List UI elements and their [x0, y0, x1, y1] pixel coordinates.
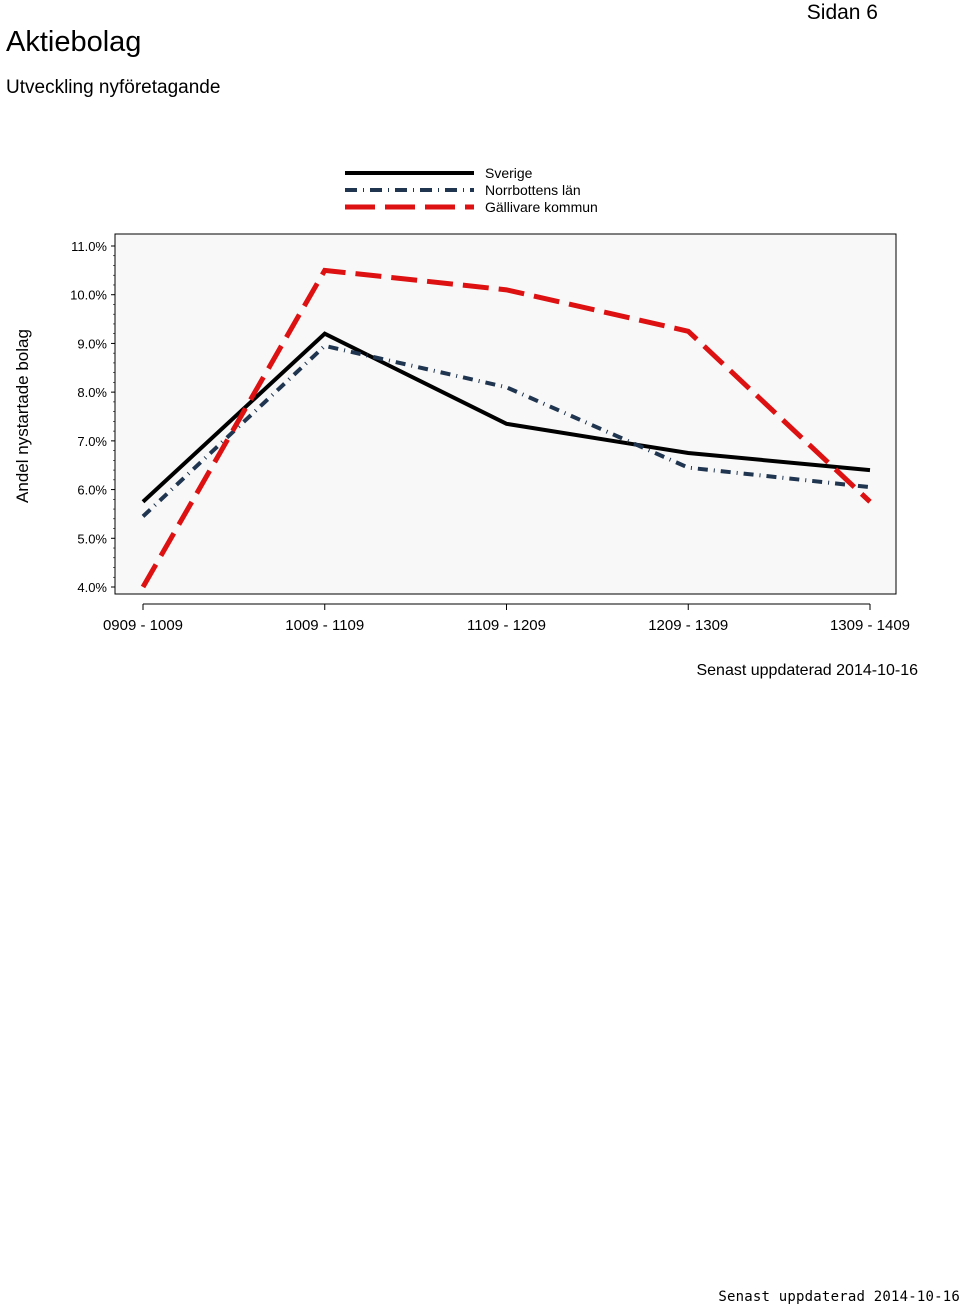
- y-tick-label: 4.0%: [77, 580, 107, 595]
- x-axis: 0909 - 1009 1009 - 1109 1109 - 1209 1209 - …: [103, 603, 910, 634]
- x-tick-label: 1109 - 1209: [467, 617, 546, 634]
- y-tick-label: 6.0%: [77, 483, 107, 498]
- y-tick-label: 7.0%: [77, 434, 107, 449]
- series-line-sverige: [141, 331, 871, 504]
- y-axis: 4.0% 5.0% 6.0% 7.0% 8.0% 9.0% 10.0% 11.0%: [70, 239, 115, 595]
- x-tick-label: 0909 - 1009: [103, 617, 183, 634]
- y-tick-label: 11.0%: [71, 239, 107, 254]
- legend-label: Gällivare kommun: [485, 199, 598, 215]
- updated-text: Senast uppdaterad 2014-10-16: [696, 662, 918, 679]
- y-axis-title: Andel nystartade bolag: [13, 329, 32, 503]
- x-tick-label: 1009 - 1109: [285, 617, 364, 634]
- page-number: Sidan 6: [806, 1, 878, 24]
- series-line-g-llivare-kommun: [140, 267, 872, 589]
- y-tick-label: 8.0%: [77, 385, 107, 400]
- x-tick-label: 1309 - 1409: [830, 617, 910, 634]
- legend-label: Sverige: [485, 165, 533, 181]
- y-tick-label: 9.0%: [77, 336, 107, 351]
- series-line-norrbottens-l-n: [141, 343, 871, 518]
- series-lines: [140, 267, 872, 589]
- page-subtitle: Utveckling nyföretagande: [6, 77, 221, 98]
- x-tick-label: 1209 - 1309: [648, 617, 728, 634]
- y-tick-label: 10.0%: [70, 288, 107, 303]
- page-title: Aktiebolag: [6, 26, 142, 58]
- legend-label: Norrbottens län: [485, 182, 581, 198]
- y-tick-label: 5.0%: [77, 531, 107, 546]
- footer-stamp: Senast uppdaterad 2014-10-16: [718, 1289, 960, 1305]
